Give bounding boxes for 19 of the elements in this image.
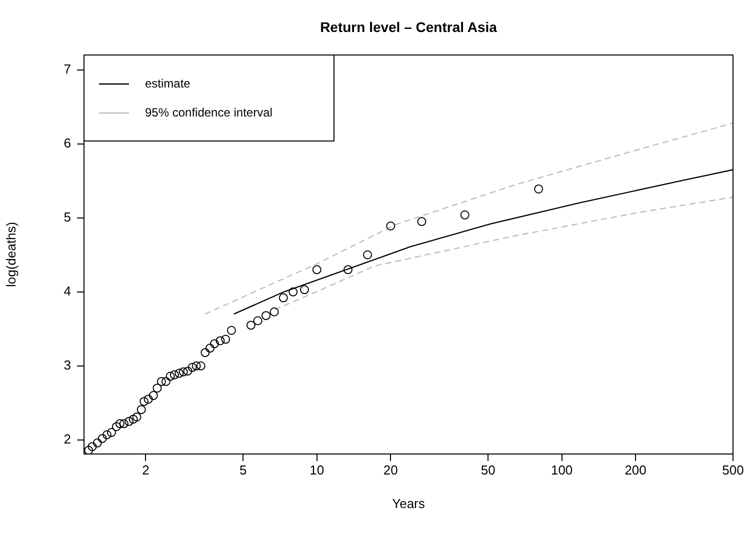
legend-label: estimate: [145, 76, 191, 90]
x-tick-label: 2: [142, 462, 150, 478]
y-tick-label: 5: [64, 209, 71, 224]
x-tick-label: 500: [722, 462, 744, 478]
x-tick-label: 50: [480, 462, 496, 478]
y-tick-label: 3: [64, 357, 71, 372]
x-tick-label: 10: [310, 462, 324, 478]
x-tick-label: 20: [383, 462, 398, 478]
x-tick-label: 200: [624, 462, 646, 478]
y-tick-label: 6: [64, 135, 71, 150]
legend-label: 95% confidence interval: [145, 105, 272, 120]
y-tick-label: 2: [64, 432, 71, 447]
x-tick-label: 5: [240, 462, 247, 478]
y-axis-title: log(deaths): [3, 222, 18, 288]
x-tick-label: 100: [550, 462, 573, 478]
chart-title: Return level – Central Asia: [320, 19, 498, 35]
y-tick-label: 7: [64, 61, 71, 76]
x-axis-title: Years: [392, 496, 426, 511]
y-tick-label: 4: [64, 283, 71, 298]
